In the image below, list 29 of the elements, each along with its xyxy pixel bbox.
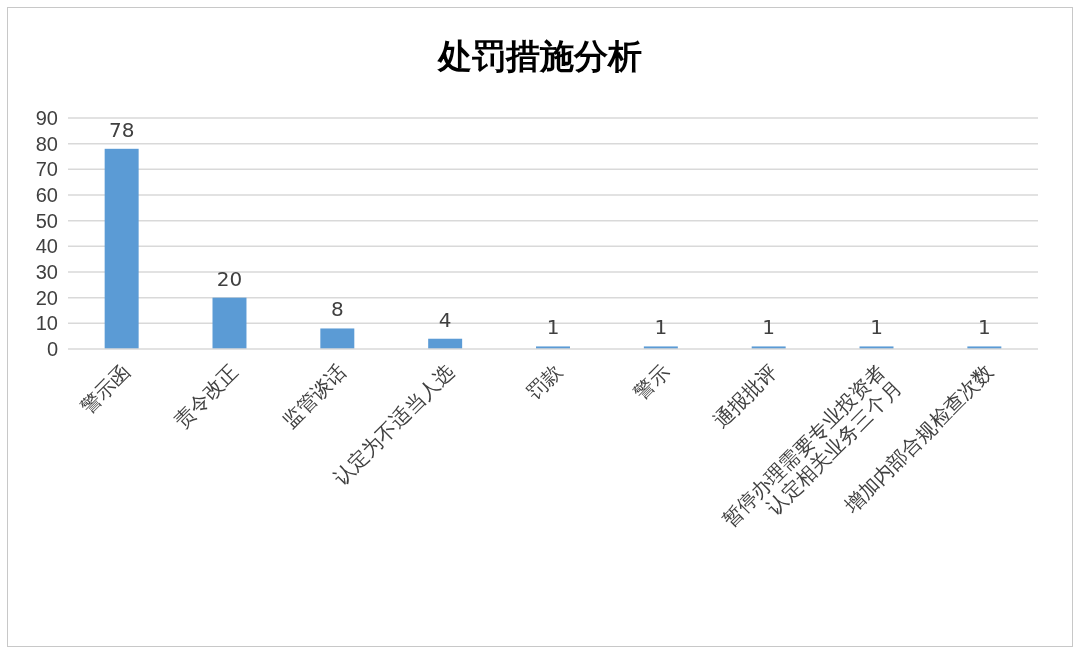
data-label: 1: [870, 315, 883, 340]
y-tick-label: 80: [35, 132, 58, 155]
x-tick-label: 通报批评: [708, 359, 783, 433]
bar: [212, 297, 247, 349]
y-tick-label: 30: [35, 260, 58, 283]
x-tick-label: 警示: [629, 359, 675, 405]
y-tick-label: 20: [35, 286, 58, 309]
data-label: 1: [977, 315, 991, 340]
data-label: 4: [438, 307, 452, 332]
x-tick-label: 责令改正: [169, 359, 243, 433]
y-tick-label: 90: [35, 106, 58, 129]
y-tick-label: 40: [35, 235, 58, 258]
y-tick-label: 0: [46, 337, 58, 360]
y-tick-label: 70: [35, 158, 58, 181]
chart-title: 处罚措施分析: [437, 36, 642, 76]
data-label: 20: [216, 266, 243, 291]
data-label: 78: [108, 117, 135, 142]
data-label: 8: [330, 297, 344, 322]
y-tick-label: 50: [35, 209, 58, 232]
x-tick-label: 监管谈话: [277, 359, 351, 433]
y-tick-label: 60: [35, 183, 58, 206]
x-tick-label: 警示函: [75, 359, 136, 419]
x-tick-label: 罚款: [521, 359, 567, 405]
y-tick-label: 10: [35, 312, 58, 335]
data-label: 1: [546, 315, 560, 340]
bar: [320, 328, 355, 349]
bar: [104, 148, 139, 349]
data-label: 1: [654, 315, 668, 340]
data-label: 1: [762, 315, 776, 340]
